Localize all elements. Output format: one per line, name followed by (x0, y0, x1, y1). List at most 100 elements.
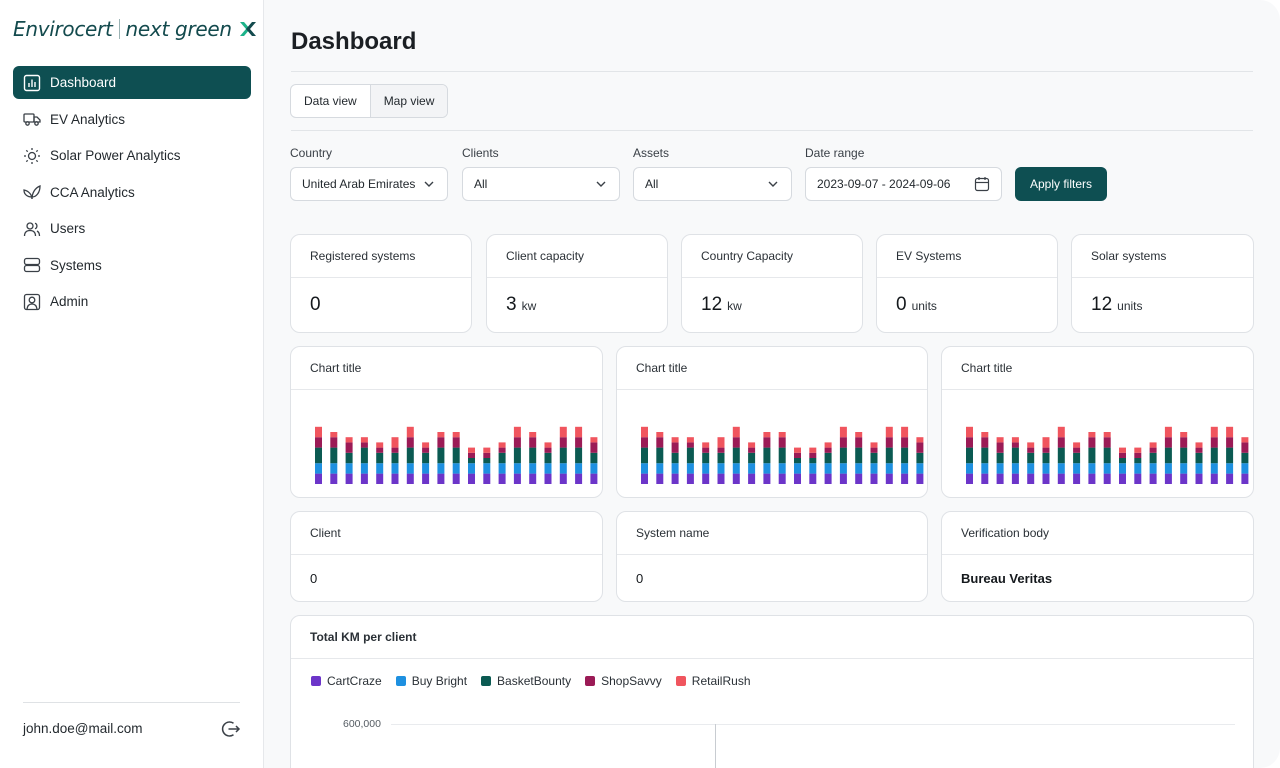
bar-segment (916, 452, 924, 464)
bar-segment (1027, 473, 1035, 484)
logout-icon[interactable] (221, 719, 241, 739)
date-range-input[interactable]: 2023-09-07 - 2024-09-06 (805, 167, 1002, 201)
bar-segment (809, 463, 817, 474)
stat-card-client-capacity: Client capacity 3 kw (486, 234, 668, 333)
bar-segment (794, 447, 801, 453)
legend-swatch (585, 676, 596, 686)
bar-segment (855, 463, 863, 474)
stat-label: Country Capacity (682, 235, 862, 278)
bar-segment (1210, 473, 1218, 484)
country-select[interactable]: United Arab Emirates (290, 167, 448, 201)
sidebar-item-cca-analytics[interactable]: CCA Analytics (13, 176, 251, 209)
bar-segment (590, 463, 598, 474)
bar-segment (1241, 473, 1249, 484)
bar-segment (1088, 473, 1096, 484)
bar-segment (996, 452, 1004, 464)
bar-segment (1149, 447, 1157, 453)
bar-segment (483, 447, 491, 453)
bar-segment (468, 452, 475, 458)
tab-data-view[interactable]: Data view (304, 94, 357, 108)
clients-select[interactable]: All (462, 167, 620, 201)
bar-segment (529, 437, 537, 448)
bar-segment (1088, 463, 1096, 474)
bar-segment (996, 463, 1004, 474)
bar-segment (1164, 426, 1172, 438)
sidebar-item-admin[interactable]: Admin (13, 285, 251, 318)
bar-segment (885, 437, 893, 448)
sidebar-item-ev-analytics[interactable]: EV Analytics (13, 103, 251, 136)
bar-segment (1011, 463, 1019, 474)
sidebar-item-systems[interactable]: Systems (13, 249, 251, 282)
bar-segment (981, 473, 989, 484)
calendar-icon (974, 177, 990, 192)
bar-segment (1195, 447, 1203, 453)
bar-segment (671, 463, 679, 474)
sidebar-item-solar-power-analytics[interactable]: Solar Power Analytics (13, 139, 251, 172)
bar-segment (885, 426, 893, 438)
stacked-bar-chart (641, 426, 924, 484)
bar-segment (1103, 447, 1111, 464)
bar-segment (544, 442, 552, 448)
bar-segment (1011, 437, 1019, 443)
legend-item-shopsavvy[interactable]: ShopSavvy (585, 674, 662, 688)
info-value: Bureau Veritas (961, 571, 1053, 586)
stat-number: 12 (701, 294, 723, 315)
bar-segment (406, 437, 414, 448)
bar-segment (671, 452, 679, 464)
bar-segment (809, 447, 817, 453)
legend-item-cartcraze[interactable]: CartCraze (311, 674, 382, 688)
legend-item-basketbounty[interactable]: BasketBounty (481, 674, 571, 688)
bar-segment (885, 463, 893, 474)
bar-segment (916, 463, 924, 474)
logo-next-green: next green (125, 17, 233, 41)
date-range-value: 2023-09-07 - 2024-09-06 (817, 177, 951, 191)
bar-segment (1226, 463, 1234, 474)
logo[interactable]: Envirocert next green (13, 15, 258, 43)
bar-segment (1195, 473, 1203, 484)
chevron-down-icon (596, 181, 606, 187)
sidebar-item-dashboard[interactable]: Dashboard (13, 66, 251, 99)
bar-segment (1164, 437, 1172, 448)
bar-segment (575, 447, 583, 464)
bar-segment (315, 473, 322, 484)
bar-segment (1119, 458, 1126, 464)
bar-segment (590, 442, 598, 453)
bar-segment (315, 447, 322, 464)
legend-item-retailrush[interactable]: RetailRush (675, 674, 751, 688)
bar-segment (1241, 437, 1249, 443)
bar-segment (981, 437, 989, 448)
bar-segment (529, 463, 537, 474)
bar-segment (513, 447, 521, 464)
bar-segment (575, 437, 583, 448)
next-green-mark-icon (239, 22, 256, 36)
assets-select[interactable]: All (633, 167, 792, 201)
bar-segment (656, 473, 664, 484)
bar-segment (330, 447, 338, 464)
bar-segment (717, 437, 725, 448)
stat-number: 3 (506, 294, 517, 315)
bar-segment (1180, 463, 1188, 474)
divider (291, 71, 1253, 72)
bar-segment (1210, 447, 1218, 464)
sidebar-item-users[interactable]: Users (13, 212, 251, 245)
bar-segment (1195, 452, 1203, 464)
bar-segment (345, 473, 353, 484)
bar-segment (1057, 463, 1065, 474)
bar-segment (717, 463, 725, 474)
bar-segment (901, 437, 909, 448)
bar-segment (1119, 447, 1126, 453)
legend-item-buy-bright[interactable]: Buy Bright (395, 674, 467, 688)
main-content: Dashboard Data view Map view Country Uni… (264, 0, 1280, 768)
bar-segment (641, 463, 648, 474)
grid-line (391, 724, 1235, 725)
bar-segment (483, 463, 491, 474)
tab-map-view[interactable]: Map view (369, 85, 448, 117)
bar-segment (1103, 473, 1111, 484)
km-chart-card: Total KM per client CartCraze Buy Bright… (290, 615, 1254, 768)
stat-card-country-capacity: Country Capacity 12 kw (681, 234, 863, 333)
stat-unit: kw (727, 299, 742, 313)
bar-segment (702, 447, 710, 453)
apply-filters-button[interactable]: Apply filters (1015, 167, 1107, 201)
bar-segment (575, 473, 583, 484)
bar-segment (702, 452, 710, 464)
